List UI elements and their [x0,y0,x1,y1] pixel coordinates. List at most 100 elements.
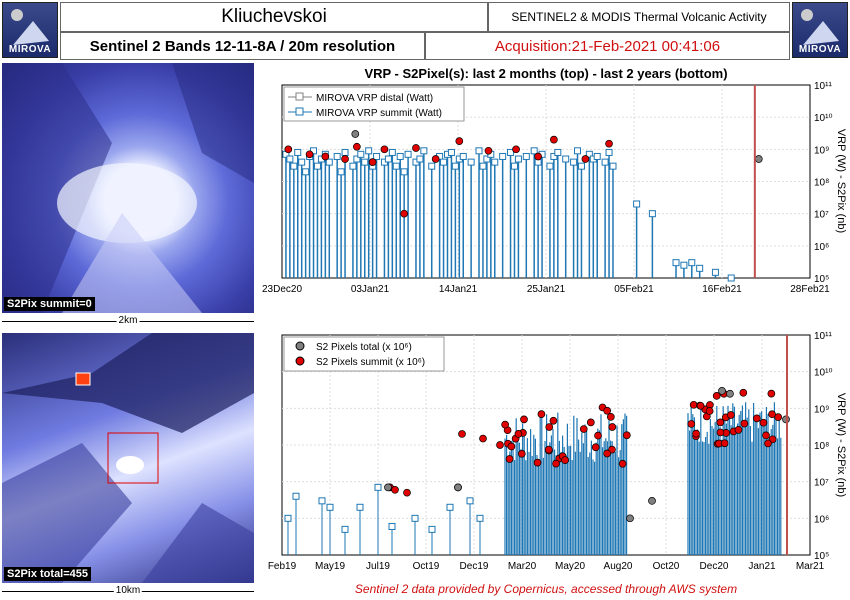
vrp-summit-point [696,264,704,272]
bottom-y-ticks: 10⁵ 10⁶ 10⁷ 10⁸ 10⁹ 10¹⁰ 10¹¹ [814,331,832,562]
bottom-grid [282,335,810,555]
acquisition-box: Acquisition:21-Feb-2021 00:41:06 [425,32,790,60]
system-box: SENTINEL2 & MODIS Thermal Volcanic Activ… [488,2,790,32]
vrp-summit-point [318,497,326,505]
vrp-summit-point [589,155,597,163]
pix-total-point [351,130,360,138]
pix-summit-point [431,155,440,163]
vrp-summit-point [483,155,491,163]
vrp-summit-point [292,492,300,500]
y-tick-label: 10⁸ [814,178,829,189]
vrp-summit-point [369,162,377,170]
vrp-summit-point [487,150,495,158]
vrp-summit-point [688,259,696,267]
vrp-summit-point [522,152,530,160]
pix-summit-point [549,416,558,425]
vrp-summit-point [440,158,448,166]
vrp-summit-point [466,497,474,505]
vrp-summit-point [428,162,436,170]
pix-summit-point [496,441,504,449]
pix-summit-point [727,411,735,419]
pix-summit-point [702,412,711,421]
x-tick-label: 16Feb21 [702,284,742,295]
pix-total-point [754,155,763,163]
vrp-summit-point [396,152,404,160]
pix-summit-point [705,407,714,415]
pix-summit-point [722,429,730,437]
pix-total-point [718,386,726,395]
pix-summit-point [284,145,293,154]
pix-summit-point [706,401,714,409]
pix-summit-point [533,458,542,467]
vrp-summit-point [317,155,325,163]
pix-summit-point [503,426,512,435]
pix-summit-point [555,454,564,463]
pix-summit-point [608,445,616,454]
x-tick-label: 05Feb21 [614,284,654,295]
pix-summit-point [341,155,349,163]
volcano-name-box: Kliuchevskoi [60,2,488,32]
pix-summit-point [412,144,420,152]
pix-summit-point [380,145,389,154]
vrp-summit-point [341,148,349,156]
pix-summit-point [458,430,466,438]
vrp-summit-point [384,155,392,163]
x-tick-label: Feb19 [268,561,297,572]
y-tick-label: 10⁷ [814,478,829,489]
vrp-summit-point [530,147,538,155]
top-x-ticks: 23Dec20 03Jan21 14Jan21 25Jan21 05Feb21 16Feb… [262,284,830,295]
vrp-summit-point [420,147,428,155]
pix-summit-point [774,413,783,421]
pix-summit-point [606,412,615,421]
legend-pix-summit: S2 Pixels summit (x 10⁶) [316,357,425,368]
pix-summit-point [353,142,361,151]
x-tick-label: May19 [315,561,345,572]
x-tick-label: 23Dec20 [262,284,302,295]
top-ylabel: VRP (W) - S2Pix (nb) [835,129,847,233]
x-tick-label: 25Jan21 [527,284,566,295]
pix-summit-point [598,403,607,412]
pix-summit-point [768,410,776,419]
vrp-summit-point [400,168,408,176]
pix-summit-point [479,434,487,443]
volcano-name: Kliuchevskoi [221,6,327,27]
pix-summit-point [716,428,725,437]
logo-text: MIROVA [8,44,52,55]
pix-summit-point [558,452,567,461]
pix-summit-point [734,426,743,434]
vrp-summit-point [476,514,484,522]
legend-pix-total: S2 Pixels total (x 10⁶) [316,342,412,353]
pix-summit-point [720,439,729,448]
vrp-summit-point [436,152,444,160]
vrp-summit-point [341,525,349,533]
bottom-x-ticks: Feb19 May19 Jul19 Oct19 Dec19 Mar20 May20 Aug20… [268,561,825,572]
vrp-summit-point [601,158,609,166]
top-grid [282,85,810,278]
bottom-data [284,386,790,555]
pix-summit-point [581,155,590,163]
pix-summit-point [579,425,588,433]
summit-scale-bar: 2km [2,315,254,328]
pix-summit-point [484,146,493,155]
vrp-summit-point [365,147,373,155]
pix-summit-point [519,429,527,437]
total-satellite-image: S2Pix total=455 [2,333,254,583]
vrp-summit-point [479,162,487,170]
pix-summit-point [689,400,698,409]
vrp-summit-point [388,522,396,530]
vrp-summit-point [388,148,396,156]
vrp-summit-point [459,152,467,160]
vrp-summit-point [333,152,341,160]
vrp-summit-point [609,162,617,170]
x-tick-label: Jan21 [748,561,776,572]
y-tick-label: 10⁸ [814,441,829,452]
top-y-ticks: 10⁵ 10⁶ 10⁷ 10⁸ 10⁹ 10¹⁰ 10¹¹ [814,81,832,285]
vrp-summit-point [633,200,641,208]
chart-title: VRP - S2Pixel(s): last 2 months (top) - … [364,66,728,81]
bands-title: Sentinel 2 Bands 12-11-8A / 20m resoluti… [89,38,396,55]
vrp-summit-point [306,152,314,160]
pix-summit-point [368,158,377,166]
pix-summit-point [544,445,553,454]
pix-total-point [454,483,462,492]
vrp-summit-point [570,158,578,166]
